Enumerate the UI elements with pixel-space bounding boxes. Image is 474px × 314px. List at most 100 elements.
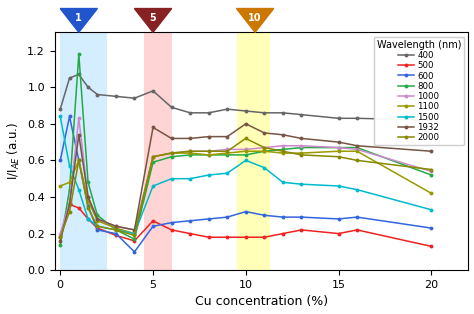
2000 <box>336 155 341 159</box>
1000 <box>206 149 211 153</box>
400 <box>299 113 304 116</box>
500 <box>94 226 100 230</box>
1500 <box>262 166 267 170</box>
2000 <box>206 149 211 153</box>
600 <box>113 232 119 236</box>
2000 <box>94 225 100 228</box>
1932 <box>57 239 63 243</box>
800 <box>57 243 63 246</box>
1000 <box>113 225 119 228</box>
400 <box>113 95 119 98</box>
500 <box>262 236 267 239</box>
1000 <box>299 144 304 148</box>
1000 <box>94 217 100 221</box>
1932 <box>187 137 193 140</box>
1500 <box>354 188 360 192</box>
500 <box>187 232 193 236</box>
1932 <box>76 133 82 137</box>
600 <box>169 221 174 225</box>
2000 <box>243 137 249 140</box>
1932 <box>94 217 100 221</box>
1100 <box>243 149 249 153</box>
400 <box>187 111 193 115</box>
1500 <box>57 115 63 118</box>
1100 <box>336 149 341 153</box>
1000 <box>354 148 360 151</box>
1500 <box>206 173 211 177</box>
1100 <box>206 153 211 157</box>
1932 <box>224 135 230 138</box>
400 <box>428 118 434 122</box>
500 <box>243 236 249 239</box>
600 <box>94 228 100 232</box>
2000 <box>224 149 230 153</box>
400 <box>206 111 211 115</box>
2000 <box>187 149 193 153</box>
800 <box>132 237 137 241</box>
600 <box>428 226 434 230</box>
1500 <box>169 177 174 181</box>
1100 <box>57 184 63 188</box>
Bar <box>60 32 107 270</box>
2000 <box>67 210 73 214</box>
1100 <box>224 151 230 155</box>
X-axis label: Cu concentration (%): Cu concentration (%) <box>195 295 328 308</box>
500 <box>299 228 304 232</box>
Line: 400: 400 <box>58 73 433 122</box>
400 <box>76 73 82 76</box>
600 <box>76 159 82 162</box>
1000 <box>280 144 286 148</box>
800 <box>76 52 82 56</box>
1932 <box>336 140 341 144</box>
Text: 1: 1 <box>75 6 82 16</box>
1932 <box>113 225 119 228</box>
1932 <box>299 137 304 140</box>
1500 <box>187 177 193 181</box>
Polygon shape <box>60 8 98 32</box>
400 <box>150 89 156 93</box>
600 <box>85 204 91 208</box>
1500 <box>224 171 230 175</box>
Text: 10: 10 <box>248 13 262 23</box>
Y-axis label: I/I$_{AE}$ (a.u.): I/I$_{AE}$ (a.u.) <box>6 122 22 180</box>
500 <box>67 203 73 206</box>
1000 <box>224 148 230 151</box>
1100 <box>150 155 156 159</box>
600 <box>243 210 249 214</box>
400 <box>280 111 286 115</box>
2000 <box>354 159 360 162</box>
1000 <box>336 146 341 149</box>
Legend: 400, 500, 600, 800, 1000, 1100, 1500, 1932, 2000: 400, 500, 600, 800, 1000, 1100, 1500, 19… <box>374 37 464 145</box>
800 <box>336 146 341 149</box>
Line: 1000: 1000 <box>58 116 433 236</box>
400 <box>85 85 91 89</box>
1100 <box>262 149 267 153</box>
1100 <box>85 199 91 203</box>
500 <box>206 236 211 239</box>
Bar <box>144 32 172 270</box>
1100 <box>113 226 119 230</box>
1500 <box>428 208 434 212</box>
600 <box>150 225 156 228</box>
1500 <box>94 225 100 228</box>
500 <box>132 239 137 243</box>
800 <box>187 153 193 157</box>
600 <box>67 115 73 118</box>
800 <box>150 160 156 164</box>
800 <box>113 228 119 232</box>
1100 <box>280 151 286 155</box>
800 <box>428 173 434 177</box>
1932 <box>150 126 156 129</box>
2000 <box>169 151 174 155</box>
1100 <box>169 151 174 155</box>
800 <box>67 188 73 192</box>
1932 <box>428 149 434 153</box>
800 <box>169 155 174 159</box>
600 <box>132 250 137 254</box>
400 <box>336 116 341 120</box>
1100 <box>354 149 360 153</box>
1500 <box>280 181 286 184</box>
Line: 500: 500 <box>58 202 433 248</box>
500 <box>224 236 230 239</box>
1100 <box>428 192 434 195</box>
